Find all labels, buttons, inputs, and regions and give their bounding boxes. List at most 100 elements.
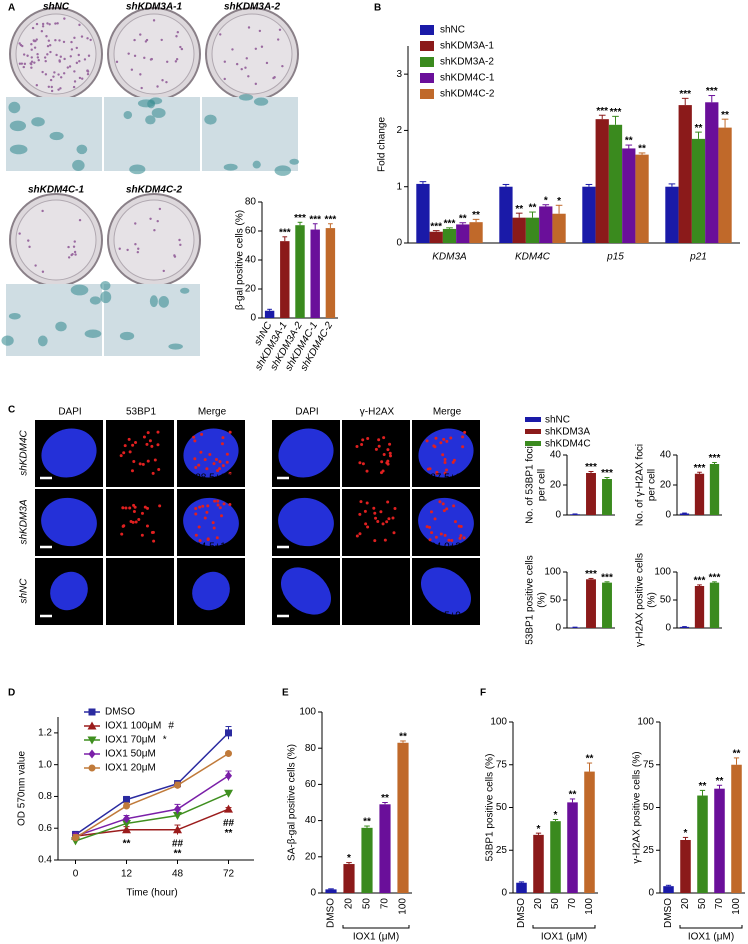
colony [152, 19, 156, 22]
colony [77, 53, 80, 57]
x-tick-label: DMSO [663, 898, 674, 928]
focus [388, 454, 392, 458]
image-header: DAPI [58, 407, 81, 418]
focus [382, 453, 386, 457]
colony [75, 61, 79, 65]
focus [124, 506, 128, 510]
colony [45, 35, 48, 38]
bar [499, 186, 513, 243]
significance: ** [225, 828, 233, 839]
colony [115, 60, 119, 64]
significance: ** [363, 817, 371, 828]
focus [222, 502, 226, 506]
focus [373, 511, 377, 515]
colony [180, 47, 184, 51]
focus [391, 516, 395, 520]
colony [133, 54, 137, 58]
dish-label: shNC [43, 2, 70, 13]
y-tick-label: 0 [501, 888, 507, 899]
colony [139, 73, 142, 76]
colony [254, 47, 258, 50]
bar [582, 186, 596, 243]
significance: ** [695, 123, 703, 134]
colony [22, 53, 26, 56]
colony [30, 66, 33, 69]
focus [216, 499, 220, 503]
focus [381, 522, 385, 526]
colony [30, 56, 33, 59]
significance: ** [399, 732, 407, 743]
colony [46, 22, 49, 25]
percent-label: 27.5±1.5% [430, 473, 478, 484]
focus [383, 538, 387, 542]
bar [442, 228, 457, 243]
cell [204, 114, 217, 125]
colony [173, 254, 176, 257]
focus [441, 502, 445, 506]
focus [359, 500, 363, 504]
colony [50, 89, 54, 93]
cell [149, 295, 158, 308]
colony [244, 66, 247, 69]
y-tick-label: 0.8 [38, 791, 52, 802]
colony [83, 58, 87, 61]
bar [709, 464, 720, 515]
colony [78, 59, 81, 63]
colony [247, 75, 250, 78]
focus [201, 504, 205, 508]
micrograph [342, 489, 410, 556]
bar [310, 229, 320, 318]
micrograph [342, 558, 410, 625]
colony [160, 38, 163, 42]
focus [213, 499, 217, 503]
colony [260, 45, 264, 48]
significance: ** [733, 749, 741, 760]
focus [132, 510, 136, 514]
colony [86, 37, 89, 40]
focus [434, 436, 438, 440]
y-tick-label: 0 [555, 510, 561, 521]
focus [216, 503, 220, 507]
y-tick-label: 40 [660, 450, 672, 461]
bar [429, 231, 443, 243]
focus [225, 460, 229, 464]
y-tick-label: 20 [550, 480, 562, 491]
dish-label: shKDM3A-1 [126, 2, 183, 13]
colony [40, 29, 44, 33]
focus [134, 440, 138, 444]
colony [49, 78, 53, 82]
series-line [75, 752, 229, 839]
colony [276, 38, 280, 41]
percent-label: 34.0±2.0% [430, 542, 478, 553]
colony [175, 35, 178, 38]
focus [355, 444, 359, 448]
bar [694, 586, 705, 628]
bar [539, 206, 553, 243]
colony [75, 46, 78, 50]
colony [281, 64, 284, 68]
colony [133, 38, 136, 42]
x-tick-label: 20 [533, 898, 544, 910]
x-tick-label: 20 [680, 898, 691, 910]
y-axis-label: (%) [647, 592, 658, 608]
colony [31, 26, 35, 30]
y-tick-label: 75 [496, 759, 508, 770]
significance: ** [721, 110, 729, 121]
cell [1, 335, 14, 346]
nucleus [41, 497, 97, 547]
focus [463, 430, 467, 434]
significance: * [684, 828, 688, 839]
y-tick-label: 60 [245, 226, 257, 237]
bar [622, 148, 636, 243]
colony [265, 61, 269, 65]
significance: *** [444, 218, 456, 229]
bar [665, 186, 679, 243]
colony [254, 82, 258, 86]
colony [18, 232, 21, 235]
bar [678, 105, 692, 243]
percent-label: 24.5±1.5% [195, 542, 243, 553]
focus [150, 444, 154, 448]
colony [245, 57, 248, 60]
